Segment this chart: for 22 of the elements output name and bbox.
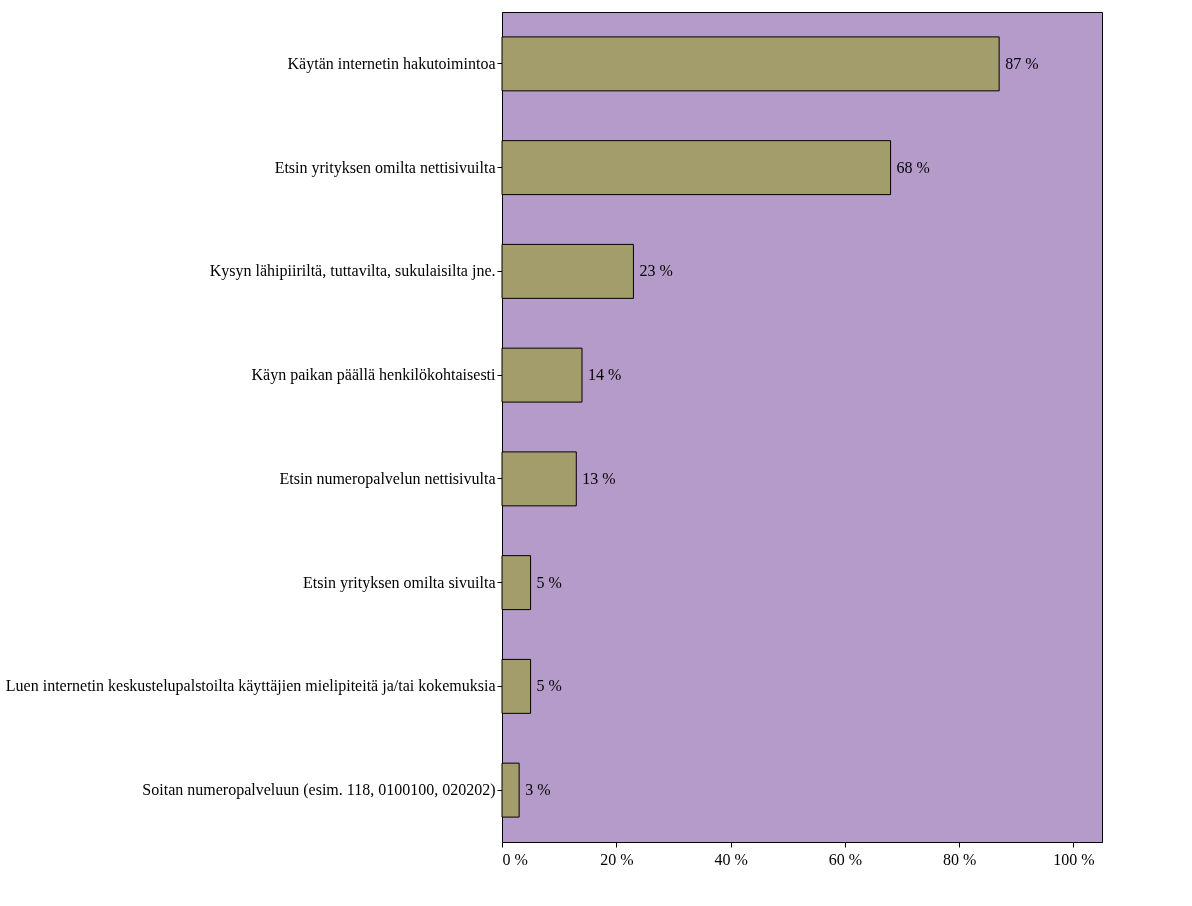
data-label: 68 % — [896, 158, 930, 176]
data-label: 87 % — [1005, 54, 1039, 72]
data-label: 14 % — [588, 366, 622, 384]
y-tick-label: Kysyn lähipiiriltä, tuttavilta, sukulaisilta jne. — [209, 262, 496, 281]
y-tick-label: Etsin yrityksen omilta nettisivuilta — [274, 158, 496, 177]
data-label: 13 % — [582, 469, 616, 487]
x-tick-label: 40 % — [714, 850, 748, 868]
x-tick-label: 0 % — [502, 850, 528, 868]
x-tick-label: 60 % — [828, 850, 863, 868]
y-tick-label: Käytän internetin hakutoimintoa — [287, 54, 496, 73]
data-label: 23 % — [639, 262, 673, 280]
data-label: 5 % — [536, 677, 562, 695]
y-tick-label: Etsin yrityksen omilta sivuilta — [303, 573, 496, 592]
x-tick-label: 80 % — [942, 850, 977, 868]
y-tick-label: Etsin numeropalvelun nettisivulta — [279, 469, 496, 488]
y-tick-label: Soitan numeropalveluun (esim. 118, 0100100, 020202) — [142, 781, 496, 800]
x-tick-label: 100 % — [1053, 850, 1095, 868]
data-label: 3 % — [525, 781, 551, 799]
data-label: 5 % — [536, 573, 562, 591]
x-tick-label: 20 % — [600, 850, 634, 868]
y-tick-label: Luen internetin keskustelupalstoilta käyttäjien mielipiteitä ja/tai kokemuksia — [5, 677, 496, 696]
y-tick-label: Käyn paikan päällä henkilökohtaisesti — [251, 366, 497, 385]
